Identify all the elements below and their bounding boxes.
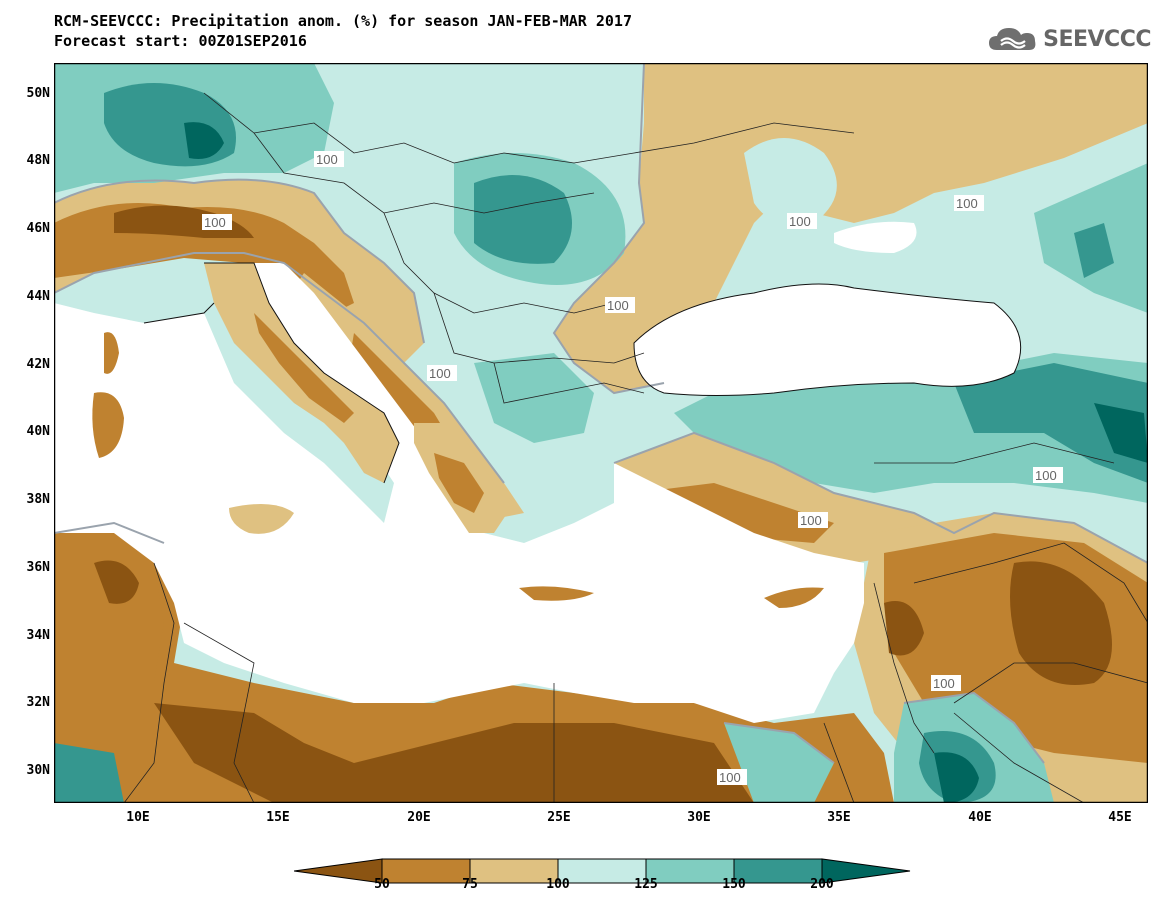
colorbar-label: 50 (374, 877, 390, 892)
island-sicily (229, 504, 294, 534)
colorbar-label: 100 (546, 877, 570, 892)
colorbar-segment (821, 858, 911, 884)
contour-label: 100 (956, 196, 978, 211)
island-corsica (104, 332, 119, 374)
lat-tick-label: 50N (26, 86, 50, 101)
lat-tick-label: 30N (26, 763, 50, 778)
contour-label: 100 (607, 298, 629, 313)
lon-tick-label: 30E (687, 810, 711, 825)
colorbar-label: 125 (634, 877, 658, 892)
colorbar-label: 75 (462, 877, 478, 892)
lat-tick-label: 42N (26, 357, 50, 372)
land-greece (434, 453, 484, 513)
precipitation-anomaly-map: 100 100 100 100 100 100 100 100 100 100 (54, 63, 1148, 803)
anomaly-region (954, 363, 1148, 483)
anomaly-region (934, 752, 979, 803)
island-sardinia (92, 392, 124, 458)
contour-label: 100 (789, 214, 811, 229)
contour-label: 100 (719, 770, 741, 785)
map-frame (54, 63, 1148, 803)
colorbar-label: 150 (722, 877, 746, 892)
anomaly-region (474, 353, 594, 443)
lat-tick-label: 34N (26, 628, 50, 643)
lon-tick-label: 45E (1108, 810, 1132, 825)
lon-tick-label: 40E (968, 810, 992, 825)
island-cyprus (764, 587, 824, 608)
contour-labels: 100 100 100 100 100 100 100 100 100 100 (202, 151, 1063, 785)
anomaly-region (54, 743, 124, 803)
seevccc-logo: SEEVCCC (987, 24, 1151, 54)
contour-label: 100 (800, 513, 822, 528)
title-line-2: Forecast start: 00Z01SEP2016 (54, 32, 307, 50)
sea-area (54, 263, 864, 723)
lat-tick-label: 48N (26, 153, 50, 168)
lat-tick-label: 44N (26, 289, 50, 304)
contour-label: 100 (204, 215, 226, 230)
anomaly-region (1010, 561, 1112, 685)
lon-tick-label: 35E (827, 810, 851, 825)
colorbar-segment (557, 858, 647, 884)
colorbar-segment (469, 858, 559, 884)
contour-label: 100 (1035, 468, 1057, 483)
lon-tick-label: 20E (407, 810, 431, 825)
island-crete (519, 586, 594, 601)
anomaly-region (154, 703, 754, 803)
anomaly-region (184, 122, 224, 159)
colorbar-label: 200 (810, 877, 834, 892)
lat-tick-label: 36N (26, 560, 50, 575)
lat-tick-label: 38N (26, 492, 50, 507)
anomaly-region (94, 560, 139, 604)
anomaly-region (1094, 403, 1148, 463)
logo-text: SEEVCCC (1043, 26, 1151, 52)
lon-tick-label: 10E (126, 810, 150, 825)
lat-tick-label: 32N (26, 695, 50, 710)
lon-tick-label: 15E (266, 810, 290, 825)
anomaly-region (1074, 223, 1114, 278)
cloud-icon (989, 28, 1036, 50)
colorbar (294, 858, 911, 884)
anomaly-region (744, 138, 837, 226)
sea-area (834, 221, 917, 253)
contour-label: 100 (429, 366, 451, 381)
anomaly-region (474, 175, 572, 264)
title-line-1: RCM-SEEVCCC: Precipitation anom. (%) for… (54, 12, 632, 30)
contour-label: 100 (933, 676, 955, 691)
lon-tick-label: 25E (547, 810, 571, 825)
lat-tick-label: 46N (26, 221, 50, 236)
sea-area (634, 284, 1021, 396)
anomaly-region (884, 601, 924, 656)
lat-tick-label: 40N (26, 424, 50, 439)
contour-label: 100 (316, 152, 338, 167)
land-italy (254, 313, 354, 423)
